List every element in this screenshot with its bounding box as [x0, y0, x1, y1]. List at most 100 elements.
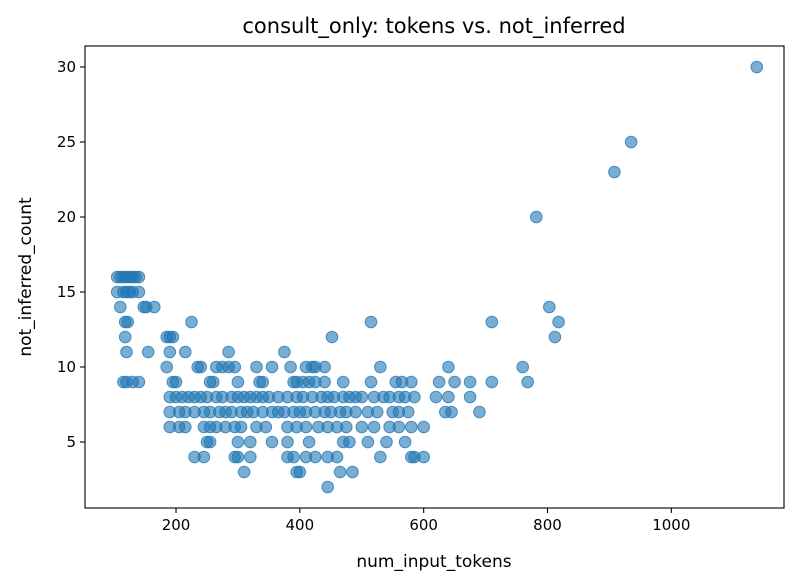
data-point [278, 345, 291, 359]
data-point [169, 375, 183, 389]
x-tick-label: 600 [409, 516, 438, 534]
data-point [485, 375, 499, 389]
x-axis-label: num_input_tokens [356, 552, 511, 572]
data-point [608, 165, 621, 179]
data-point [231, 375, 245, 389]
data-point [132, 285, 146, 299]
x-tick-label: 800 [533, 516, 562, 534]
y-tick-label: 25 [57, 133, 76, 151]
data-point [429, 390, 443, 404]
data-point [343, 435, 356, 449]
y-tick-label: 5 [66, 433, 76, 451]
data-point [141, 345, 155, 359]
data-point [336, 375, 350, 389]
data-point [244, 450, 257, 464]
data-point [392, 420, 406, 434]
data-point [203, 435, 217, 449]
data-point [237, 465, 251, 479]
data-point [370, 405, 384, 419]
data-point [401, 405, 415, 419]
data-point [121, 315, 134, 329]
data-point [750, 60, 764, 74]
data-point [374, 450, 387, 464]
data-point [405, 375, 418, 389]
data-point [543, 300, 556, 314]
data-point [516, 360, 530, 374]
data-point [132, 270, 146, 284]
data-point [417, 420, 431, 434]
data-point [265, 435, 279, 449]
data-point [408, 390, 421, 404]
y-tick-label: 20 [57, 208, 76, 226]
x-tick-label: 1000 [652, 516, 690, 534]
data-point [118, 330, 132, 344]
chart-title: consult_only: tokens vs. not_inferred [242, 14, 625, 39]
x-tick-label: 200 [162, 516, 191, 534]
data-point [163, 345, 177, 359]
data-point [367, 420, 381, 434]
data-point [299, 420, 313, 434]
data-point [132, 375, 146, 389]
data-point [330, 450, 344, 464]
data-point [349, 405, 362, 419]
data-point [284, 360, 297, 374]
data-point [398, 435, 412, 449]
data-point [309, 450, 322, 464]
data-point [445, 405, 458, 419]
data-point [318, 360, 331, 374]
data-point [321, 480, 335, 494]
data-point [624, 135, 638, 149]
data-point [442, 390, 455, 404]
data-point [548, 330, 562, 344]
data-point [197, 450, 211, 464]
data-point [231, 435, 245, 449]
data-point [405, 420, 418, 434]
data-point [185, 315, 198, 329]
data-point [244, 435, 257, 449]
data-point [355, 390, 369, 404]
plot-frame [84, 45, 785, 509]
data-point [463, 375, 477, 389]
y-tick-label: 30 [57, 58, 76, 76]
data-point [448, 375, 461, 389]
data-point [361, 435, 375, 449]
data-point [194, 360, 208, 374]
data-point [179, 420, 192, 434]
data-point [355, 420, 369, 434]
data-point [302, 435, 316, 449]
data-point [166, 330, 180, 344]
data-point [293, 465, 307, 479]
ticks-layer: 200 400 600 800 1000 5 10 15 20 25 30 [57, 58, 691, 534]
data-point [432, 375, 446, 389]
data-point [287, 450, 300, 464]
data-point [374, 360, 387, 374]
data-point [228, 360, 242, 374]
data-point [222, 345, 235, 359]
data-point [259, 420, 273, 434]
y-axis-label: not_inferred_count [16, 197, 36, 357]
data-point [530, 210, 543, 224]
data-point [485, 315, 499, 329]
y-tick-label: 15 [57, 283, 76, 301]
data-point [346, 465, 359, 479]
data-point [552, 315, 565, 329]
data-point [234, 420, 248, 434]
data-point [231, 450, 245, 464]
data-point [364, 375, 378, 389]
data-point [120, 345, 133, 359]
data-point [380, 435, 393, 449]
data-point [521, 375, 535, 389]
data-point [265, 360, 279, 374]
data-point [364, 315, 378, 329]
data-point [114, 300, 127, 314]
data-point [250, 360, 263, 374]
data-point [281, 435, 294, 449]
data-point [206, 375, 220, 389]
data-point [256, 375, 270, 389]
data-point [442, 360, 455, 374]
data-point [417, 450, 431, 464]
points-layer [110, 60, 764, 494]
data-point [473, 405, 486, 419]
data-point [179, 345, 192, 359]
data-point [463, 390, 477, 404]
